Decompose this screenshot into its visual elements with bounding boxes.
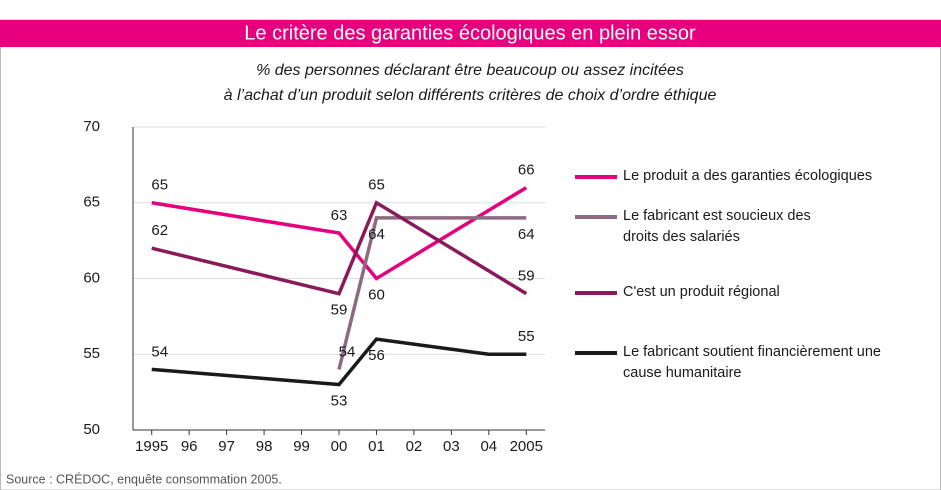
- y-tick-label: 65: [83, 194, 100, 211]
- legend-swatch: [575, 351, 617, 355]
- data-label: 60: [368, 286, 385, 303]
- data-label: 65: [151, 177, 168, 194]
- data-label: 62: [151, 222, 168, 239]
- data-label: 59: [518, 268, 535, 285]
- legend-item: C'est un produit régional: [575, 282, 923, 303]
- x-tick-label: 2005: [510, 438, 543, 455]
- y-tick-label: 60: [83, 269, 100, 286]
- y-tick-label: 50: [83, 421, 100, 438]
- x-tick-label: 01: [368, 438, 385, 455]
- y-tick-label: 55: [83, 345, 100, 362]
- subtitle: % des personnes déclarant être beaucoup …: [256, 62, 684, 79]
- source: Source : CRÉDOC, enquête consommation 20…: [6, 471, 282, 486]
- data-label: 59: [331, 302, 348, 319]
- y-tick-label: 70: [83, 118, 100, 135]
- chart-title: Le critère des garanties écologiques en …: [244, 22, 696, 44]
- subtitle: à l’achat d’un produit selon différents …: [224, 87, 717, 104]
- legend-swatch: [575, 291, 617, 295]
- legend-item: Le fabricant est soucieux des droits des…: [575, 206, 823, 248]
- title-bar: [0, 20, 941, 47]
- data-label: 63: [331, 207, 348, 224]
- x-tick-label: 98: [256, 438, 273, 455]
- data-label: 64: [518, 226, 535, 243]
- series-line: [151, 200, 528, 296]
- legend-label: Le produit a des garanties écologiques: [623, 168, 873, 184]
- data-label: 56: [368, 347, 385, 364]
- x-tick-label: 00: [331, 438, 348, 455]
- data-label: 55: [518, 328, 535, 345]
- series-line: [337, 216, 527, 370]
- series-line: [151, 186, 528, 281]
- x-tick-label: 03: [443, 438, 460, 455]
- legend-label: Le fabricant est soucieux des droits des…: [623, 208, 811, 245]
- data-label: 53: [331, 393, 348, 410]
- data-label: 54: [151, 343, 168, 360]
- legend-swatch: [575, 175, 617, 179]
- legend-label: Le fabricant soutient financièrement une…: [623, 344, 881, 381]
- x-tick-label: 02: [406, 438, 423, 455]
- legend-item: Le produit a des garanties écologiques: [575, 166, 923, 187]
- data-label: 54: [339, 343, 356, 360]
- x-tick-label: 96: [181, 438, 198, 455]
- legend-label: C'est un produit régional: [623, 284, 780, 300]
- x-tick-label: 99: [293, 438, 310, 455]
- data-label: 64: [368, 226, 385, 243]
- legend-item: Le fabricant soutient financièrement une…: [575, 342, 908, 384]
- data-label: 65: [368, 177, 385, 194]
- x-tick-label: 97: [218, 438, 235, 455]
- x-tick-label: 04: [480, 438, 497, 455]
- series-line: [151, 337, 527, 387]
- x-tick-label: 1995: [135, 438, 168, 455]
- legend-swatch: [575, 215, 617, 219]
- data-label: 66: [518, 162, 535, 179]
